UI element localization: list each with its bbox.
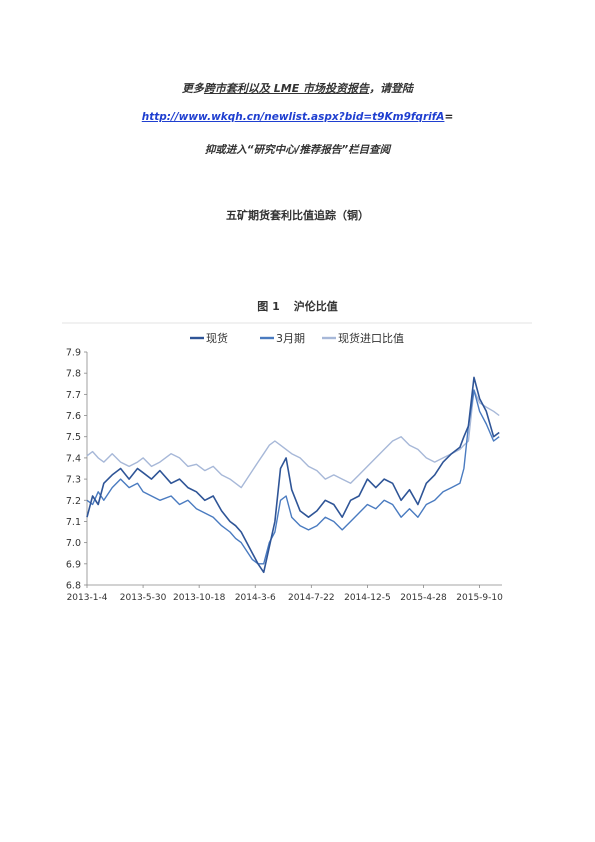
- ratio-chart: 现货 3月期 现货进口比值 6.8 6.9 7.0 7.1 7.2 7.3 7.4 7.5 7.6 7.…: [62, 320, 532, 610]
- series-line-0: [86, 376, 500, 574]
- x-tick-label: 2014-7-22: [288, 593, 335, 603]
- x-tick-label: 2013-5-30: [120, 593, 167, 603]
- figure-number: 图 1: [257, 300, 280, 313]
- promo-prefix: 更多: [181, 82, 204, 95]
- promo-link-text[interactable]: 跨市套利以及 LME 市场投资报告: [203, 82, 370, 95]
- y-tick-label: 7.8: [66, 369, 81, 380]
- figure-caption-text: 沪伦比值: [293, 300, 338, 313]
- y-tick-label: 6.9: [66, 559, 81, 570]
- legend-label: 现货进口比值: [338, 331, 404, 345]
- y-tick-label: 6.8: [66, 581, 81, 592]
- series-line-2: [86, 389, 500, 489]
- promo-line-2: http://www.wkqh.cn/newlist.aspx?bid=t9Km…: [0, 111, 595, 123]
- x-tick-label: 2013-10-18: [173, 593, 226, 603]
- y-tick-label: 7.9: [66, 348, 81, 359]
- y-tick-label: 7.0: [66, 538, 81, 549]
- y-tick-label: 7.6: [66, 411, 81, 422]
- promo-suffix: ，请登陆: [369, 82, 414, 95]
- y-tick-label: 7.7: [66, 390, 81, 401]
- chart-svg: 现货 3月期 现货进口比值 6.8 6.9 7.0 7.1 7.2 7.3 7.4 7.5 7.6 7.…: [62, 322, 532, 603]
- series-line-1: [86, 389, 500, 565]
- website-link[interactable]: http://www.wkqh.cn/newlist.aspx?bid=t9Km…: [141, 111, 445, 123]
- y-tick-label: 7.3: [66, 475, 81, 486]
- x-tick-label: 2014-3-6: [235, 593, 276, 603]
- y-tick-label: 7.5: [66, 432, 81, 443]
- y-tick-label: 7.4: [66, 453, 81, 464]
- x-tick-label: 2015-4-28: [400, 593, 447, 603]
- promo-line-1: 更多跨市套利以及 LME 市场投资报告，请登陆: [0, 80, 595, 96]
- url-suffix: =: [444, 111, 454, 123]
- legend-label: 3月期: [276, 332, 305, 345]
- document-title: 五矿期货套利比值追踪（铜）: [226, 209, 369, 222]
- legend-label: 现货: [206, 331, 228, 345]
- y-tick-label: 7.2: [66, 496, 81, 507]
- x-tick-label: 2015-9-10: [456, 593, 503, 603]
- figure-caption: 图 1 沪伦比值: [0, 298, 595, 314]
- promo-line-3: 抑或进入“研究中心/推荐报告”栏目查阅: [204, 144, 391, 156]
- x-tick-label: 2013-1-4: [67, 593, 108, 603]
- x-tick-label: 2014-12-5: [344, 593, 391, 603]
- y-tick-label: 7.1: [66, 517, 81, 528]
